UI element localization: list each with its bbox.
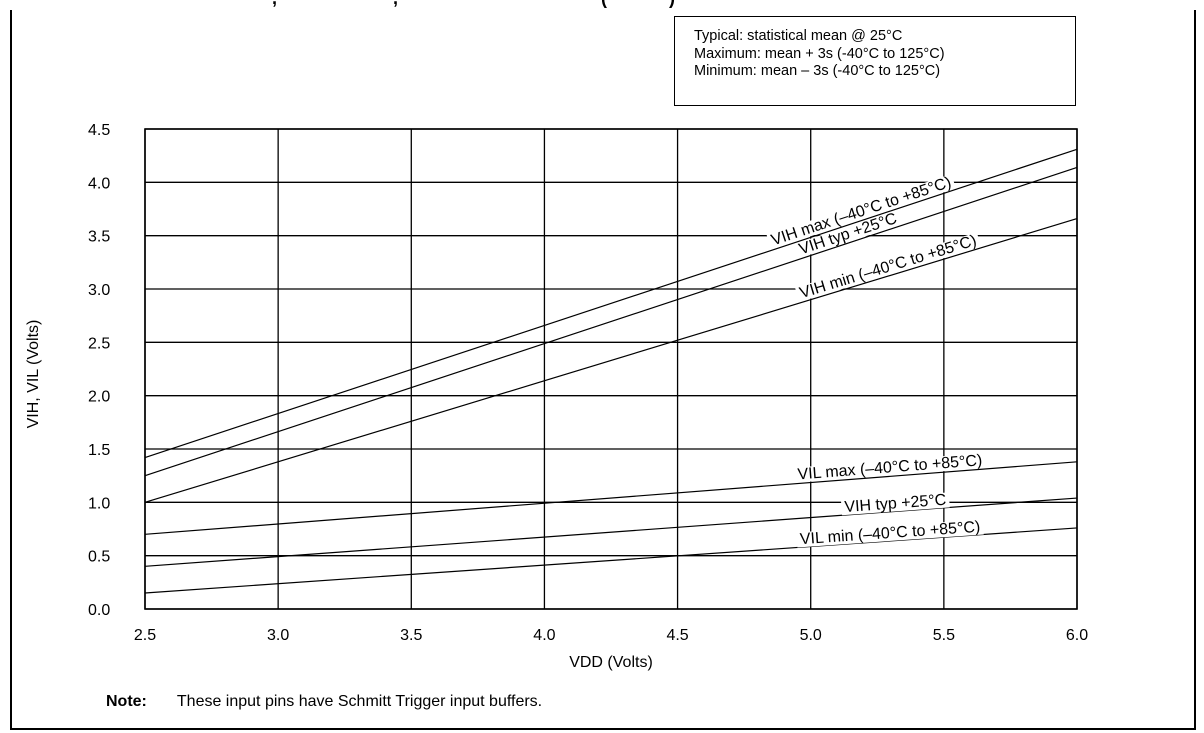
legend-typical: Typical: statistical mean @ 25°C: [694, 28, 903, 44]
y-tick-label: 4.5: [88, 122, 110, 139]
series-line: [144, 148, 1078, 459]
curve-label: VIL max (–40°C to +85°C): [794, 452, 986, 483]
curve-label-backing: [794, 210, 902, 259]
curve-label-backing: [766, 174, 956, 250]
x-tick-label: 5.5: [933, 627, 955, 644]
y-tick-label: 1.5: [88, 442, 110, 459]
legend-box: Typical: statistical mean @ 25°C Maximum…: [674, 16, 1076, 106]
series-line: [144, 497, 1078, 567]
y-tick-label: 2.5: [88, 335, 110, 352]
legend-maximum: Maximum: mean + 3s (-40°C to 125°C): [694, 45, 945, 62]
curve-label-backing: [840, 492, 950, 516]
x-tick-label: 5.0: [800, 627, 822, 644]
curve-label-backing: [794, 452, 986, 483]
legend-minimum: Minimum: mean – 3s (-40°C to 125°C): [694, 63, 941, 79]
x-tick-label: 3.5: [400, 627, 422, 644]
note: Note: These input pins have Schmitt Trigg…: [106, 693, 542, 711]
x-tick-label: 2.5: [134, 627, 156, 644]
curve-label-backing: [796, 519, 984, 548]
curve-label-text: VIL max (–40°C to +85°C): [797, 452, 983, 483]
x-tick-label: 4.5: [666, 627, 688, 644]
header-fragment-text: —, ——— ——, —————— ——— (———): [252, 0, 677, 8]
curve-labels: VIH max (–40°C to +85°C)VIH typ +25°CVIH…: [766, 174, 986, 549]
curve-label-text: VIL min (–40°C to +85°C): [799, 519, 980, 549]
y-tick-label: 2.0: [88, 389, 110, 406]
x-axis-label: VDD (Volts): [569, 654, 653, 671]
tick-labels: 0.0 0.5 1.0 1.5 2.0 2.5 3.0 3.5 4.0 4.5 2.5 3.0 3.5 4…: [88, 122, 1088, 644]
y-tick-label: 4.0: [88, 175, 110, 192]
y-tick-label: 3.5: [88, 229, 110, 246]
series-layer: [144, 148, 1078, 594]
x-tick-label: 4.0: [533, 627, 555, 644]
series-line: [144, 218, 1078, 503]
y-tick-label: 1.0: [88, 495, 110, 512]
curve-label: VIL min (–40°C to +85°C): [796, 519, 984, 549]
header-fragment: —, ——— ——, —————— ——— (———): [0, 0, 1204, 8]
curve-label: VIH typ +25°C: [840, 492, 950, 516]
note-text: These input pins have Schmitt Trigger in…: [176, 693, 543, 710]
y-axis-label: VIH, VIL (Volts): [25, 320, 42, 429]
series-line: [144, 166, 1078, 477]
curve-label-backing: [795, 232, 982, 303]
y-tick-label: 0.5: [88, 549, 110, 566]
curve-label-text: VIH typ +25°C: [844, 492, 947, 516]
y-tick-label: 0.0: [88, 602, 110, 619]
chart-frame: [10, 10, 1196, 730]
note-label: Note:: [106, 693, 147, 710]
x-tick-label: 6.0: [1066, 627, 1088, 644]
series-line: [144, 461, 1078, 535]
series-line: [144, 527, 1078, 594]
y-tick-label: 3.0: [88, 282, 110, 299]
x-tick-label: 3.0: [267, 627, 289, 644]
